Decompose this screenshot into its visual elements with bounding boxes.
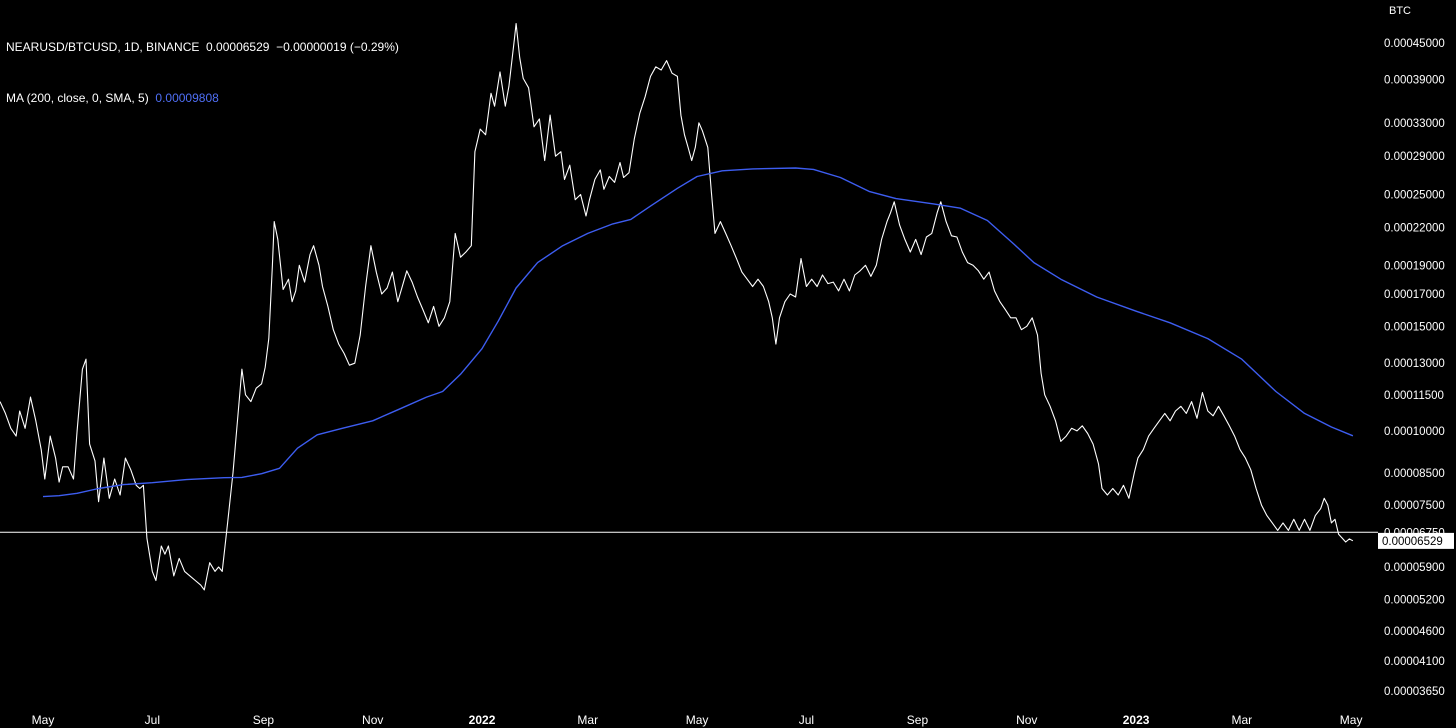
currency-unit-label[interactable]: BTC xyxy=(1389,5,1411,17)
time-axis[interactable]: May Jul Sep Nov 2022 Mar May Jul Sep Nov 2023 Mar Ma… xyxy=(32,713,1363,727)
time-tick-label: May xyxy=(686,713,709,727)
price-tick-label: 0.00005200 xyxy=(1384,595,1445,607)
price-line[interactable] xyxy=(0,22,1354,591)
time-tick-label: Jul xyxy=(145,713,160,727)
time-tick-label: Sep xyxy=(907,713,929,727)
price-tick-label: 0.00007500 xyxy=(1384,500,1445,512)
last-price-label: 0.00006529 xyxy=(1382,536,1443,548)
time-tick-label: 2022 xyxy=(469,713,496,727)
last-price-badge xyxy=(1378,532,1454,549)
price-tick-label: 0.00022000 xyxy=(1384,222,1445,234)
ma-label: MA (200, close, 0, SMA, 5) xyxy=(6,91,149,105)
price-tick-label: 0.00029000 xyxy=(1384,151,1445,163)
price-tick-label: 0.00015000 xyxy=(1384,321,1445,333)
price-axis[interactable]: 0.00045000 0.00039000 0.00033000 0.00029000… xyxy=(1378,38,1454,698)
chart-legend: NEARUSD/BTCUSD, 1D, BINANCE 0.00006529 −… xyxy=(6,5,399,124)
price-tick-label: 0.00013000 xyxy=(1384,358,1445,370)
time-tick-label: Jul xyxy=(799,713,814,727)
price-tick-label: 0.00004100 xyxy=(1384,656,1445,668)
ma-legend[interactable]: MA (200, close, 0, SMA, 5) 0.00009808 xyxy=(6,90,399,107)
price-tick-label: 0.00010000 xyxy=(1384,426,1445,438)
price-tick-label: 0.00039000 xyxy=(1384,75,1445,87)
ma-value: 0.00009808 xyxy=(155,91,219,105)
time-tick-label: May xyxy=(1340,713,1363,727)
price-tick-label: 0.00003650 xyxy=(1384,686,1445,698)
ma-200-line[interactable] xyxy=(42,167,1354,498)
time-tick-label: Nov xyxy=(1016,713,1037,727)
time-tick-label: 2023 xyxy=(1123,713,1150,727)
price-tick-label: 0.00011500 xyxy=(1384,390,1444,402)
price-tick-label: 0.00008500 xyxy=(1384,468,1445,480)
price-tick-label: 0.00025000 xyxy=(1384,189,1445,201)
time-tick-label: May xyxy=(32,713,55,727)
price-tick-label: 0.00004600 xyxy=(1384,626,1445,638)
price-tick-label: 0.00033000 xyxy=(1384,118,1445,130)
price-tick-label: 0.00017000 xyxy=(1384,289,1445,301)
plot-area[interactable] xyxy=(0,22,1378,591)
symbol-info[interactable]: NEARUSD/BTCUSD, 1D, BINANCE 0.00006529 −… xyxy=(6,40,399,54)
price-tick-label: 0.00019000 xyxy=(1384,260,1445,272)
price-tick-label: 0.00045000 xyxy=(1384,38,1445,50)
time-tick-label: Mar xyxy=(577,713,598,727)
price-tick-label: 0.00005900 xyxy=(1384,562,1445,574)
time-tick-label: Mar xyxy=(1231,713,1252,727)
time-tick-label: Nov xyxy=(362,713,383,727)
time-tick-label: Sep xyxy=(253,713,275,727)
